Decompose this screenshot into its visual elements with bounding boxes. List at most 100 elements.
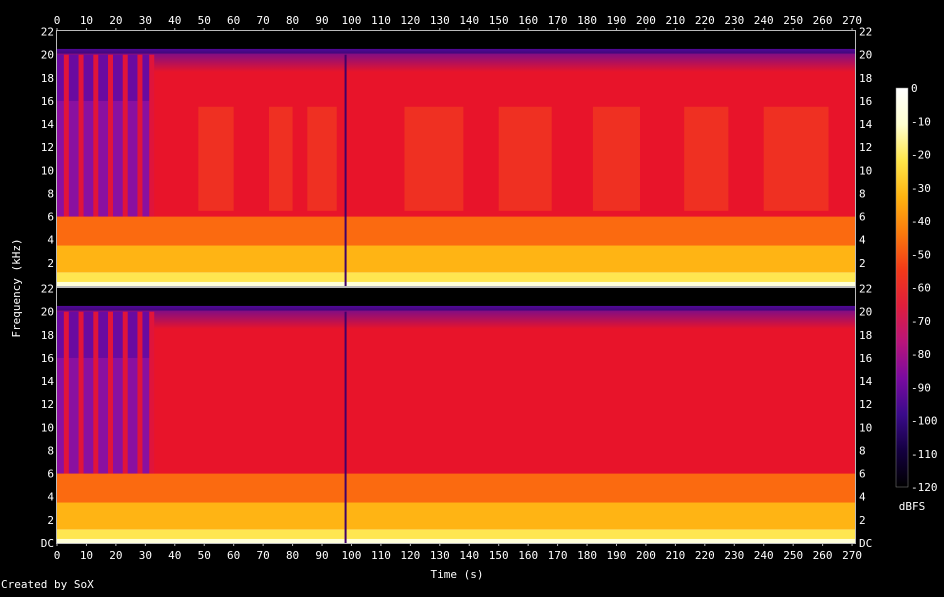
y-tick-label-left: 14: [41, 118, 55, 131]
y-tick-label-right: 16: [859, 95, 872, 108]
panel-frame-2: [56, 287, 856, 544]
y-tick-label-right: 10: [859, 164, 872, 177]
energy-band-low: [57, 245, 855, 273]
y-tick-label-left: 6: [47, 211, 54, 224]
energy-patch: [198, 106, 234, 211]
energy-band-low: [57, 502, 855, 530]
x-tick-label-bottom: 80: [286, 549, 299, 562]
y-tick-label-left: 12: [41, 398, 54, 411]
x-tick-label-bottom: 270: [842, 549, 862, 562]
intro-spike: [63, 311, 69, 474]
energy-patch: [592, 106, 641, 211]
x-tick-label-top: 170: [548, 14, 568, 27]
x-tick-label-top: 210: [665, 14, 685, 27]
y-tick-label-left: 18: [41, 329, 54, 342]
x-tick-label-bottom: 0: [54, 549, 61, 562]
y-tick-label-left: 16: [41, 352, 54, 365]
x-tick-label-bottom: 130: [430, 549, 450, 562]
x-tick-label-bottom: 160: [518, 549, 538, 562]
colorbar-tick-label: -10: [911, 115, 931, 128]
y-tick-label-left: 2: [47, 257, 54, 270]
y-tick-label-right: 18: [859, 72, 872, 85]
x-tick-label-bottom: 200: [636, 549, 656, 562]
x-tick-label-top: 100: [342, 14, 362, 27]
x-tick-label-bottom: 250: [783, 549, 803, 562]
x-tick-label-bottom: 110: [371, 549, 391, 562]
x-tick-label-bottom: 100: [342, 549, 362, 562]
intro-spike: [137, 54, 143, 217]
y-tick-label-right: 8: [859, 444, 866, 457]
x-tick-label-top: 70: [257, 14, 270, 27]
y-tick-label-right: DC: [859, 537, 872, 550]
y-tick-label-left: DC: [41, 537, 54, 550]
x-tick-label-bottom: 50: [198, 549, 211, 562]
colorbar-tick-label: -20: [911, 149, 931, 162]
energy-band-mid: [57, 473, 855, 503]
y-tick-label-right: 4: [859, 234, 866, 247]
x-tick-label-top: 190: [607, 14, 627, 27]
x-tick-label-top: 220: [695, 14, 715, 27]
credit-text: Created by SoX: [1, 578, 94, 591]
energy-band-mid: [57, 216, 855, 246]
x-tick-label-top: 50: [198, 14, 211, 27]
y-tick-label-left: 20: [41, 306, 54, 319]
y-tick-label-right: 10: [859, 421, 872, 434]
x-axis-label: Time (s): [431, 568, 484, 581]
y-tick-label-right: 2: [859, 257, 866, 270]
y-tick-label-right: 6: [859, 468, 866, 481]
y-tick-label-right: 20: [859, 306, 872, 319]
x-tick-label-bottom: 140: [459, 549, 479, 562]
y-tick-label-left: 16: [41, 95, 54, 108]
x-tick-label-top: 240: [754, 14, 774, 27]
x-tick-label-top: 80: [286, 14, 299, 27]
x-tick-label-top: 20: [109, 14, 122, 27]
colorbar-tick-label: -40: [911, 215, 931, 228]
x-tick-label-bottom: 60: [227, 549, 240, 562]
y-tick-label-right: 14: [859, 375, 873, 388]
x-tick-label-top: 60: [227, 14, 240, 27]
x-tick-label-top: 270: [842, 14, 862, 27]
x-tick-label-bottom: 260: [813, 549, 833, 562]
energy-band-top-edge: [57, 48, 855, 73]
intro-spike: [108, 54, 114, 217]
colorbar-tick-label: 0: [911, 82, 918, 95]
y-tick-label-left: 8: [47, 444, 54, 457]
energy-patch: [684, 106, 729, 211]
intro-spike: [93, 54, 99, 217]
y-tick-label-left: 4: [47, 234, 54, 247]
y-tick-label-right: 6: [859, 211, 866, 224]
y-tick-label-left: 12: [41, 141, 54, 154]
quiet-gap: [344, 311, 347, 543]
x-tick-label-bottom: 170: [548, 549, 568, 562]
energy-band-dc: [57, 281, 855, 286]
energy-patch: [404, 106, 464, 211]
intro-spike: [78, 54, 84, 217]
x-tick-label-top: 10: [80, 14, 93, 27]
x-tick-label-top: 110: [371, 14, 391, 27]
intro-spike: [63, 54, 69, 217]
spectrogram-panel-2: [57, 288, 855, 543]
y-tick-label-left: 22: [41, 26, 54, 39]
colorbar-tick-label: -60: [911, 282, 931, 295]
x-tick-label-bottom: 10: [80, 549, 93, 562]
y-axis-label: Frequency (kHz): [10, 238, 23, 337]
colorbar-tick-label: -120: [911, 481, 938, 494]
y-tick-label-right: 2: [859, 514, 866, 527]
x-tick-label-bottom: 90: [315, 549, 328, 562]
colorbar-tick-label: -100: [911, 415, 938, 428]
x-tick-label-top: 130: [430, 14, 450, 27]
y-tick-label-right: 20: [859, 49, 872, 62]
x-tick-label-bottom: 210: [665, 549, 685, 562]
y-tick-label-left: 14: [41, 375, 55, 388]
x-tick-label-top: 150: [489, 14, 509, 27]
colorbar: [895, 87, 909, 488]
intro-spike: [108, 311, 114, 474]
y-tick-label-left: 2: [47, 514, 54, 527]
x-tick-label-top: 230: [724, 14, 744, 27]
y-tick-label-left: 10: [41, 164, 54, 177]
y-tick-label-left: 18: [41, 72, 54, 85]
y-tick-label-right: 12: [859, 398, 872, 411]
x-tick-label-top: 140: [459, 14, 479, 27]
x-tick-label-bottom: 70: [257, 549, 270, 562]
x-tick-label-top: 30: [139, 14, 152, 27]
